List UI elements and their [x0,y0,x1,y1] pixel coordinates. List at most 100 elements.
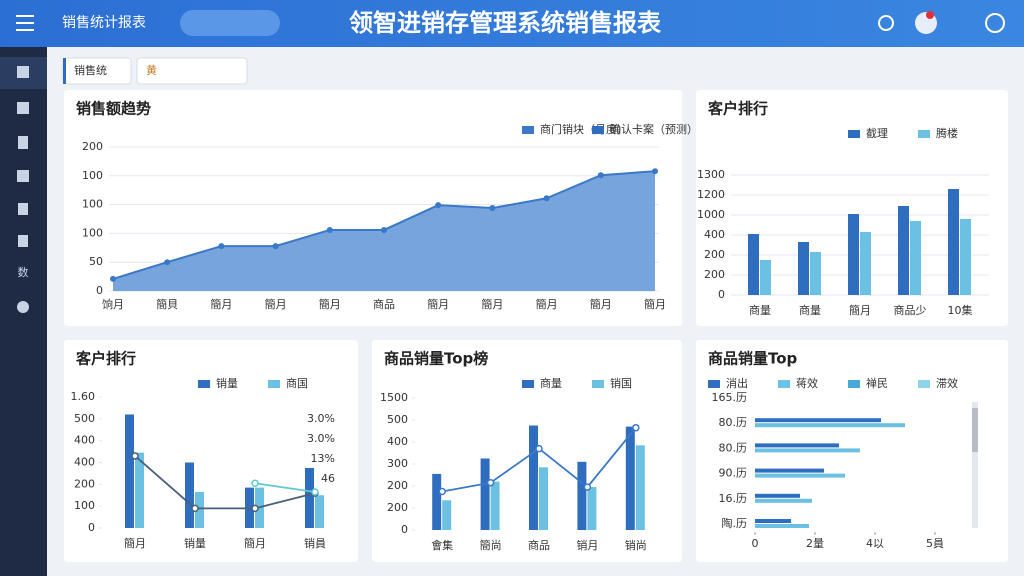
x-tick-label: 簡月 [244,536,266,550]
legend-label: 腾楼 [936,126,958,140]
bar [195,491,204,528]
x-tick-label: 商量 [749,303,771,317]
sidebar-label[interactable]: 数 [18,266,29,279]
app-title: 领智进销存管理系统销售报表 [349,9,662,37]
y-tick-label: 1000 [697,208,725,221]
annotation: 46 [321,472,335,485]
x-tick-label: 簡月 [481,297,503,311]
y-tick-label: 165.历 [712,391,748,404]
y-tick-label: 100 [82,226,103,239]
point [251,504,259,513]
point [489,205,496,212]
bar [755,524,809,528]
bar [760,260,771,295]
y-tick-label: 400 [387,435,408,448]
panel-title: 客户排行 [75,350,136,368]
legend-swatch [522,380,534,388]
x-tick-label: 簡貝 [156,297,178,311]
bar [898,206,909,295]
bar [125,414,134,528]
point [272,243,279,250]
bar [755,418,881,423]
x-tick-label: 商量 [799,303,821,317]
point [435,202,442,209]
x-tick-label: 5員 [926,537,944,550]
legend-label: 消出 [726,376,748,390]
x-tick-label: 簡月 [319,297,341,311]
y-tick-label: 80.历 [719,416,748,429]
y-tick-label: 300 [387,457,408,470]
x-tick-label: 商品 [528,538,550,552]
panel [64,340,358,562]
y-tick-label: 0 [88,521,95,534]
bar [910,221,921,295]
x-tick-label: 10集 [948,303,973,317]
panel [696,90,1008,326]
point [381,226,387,233]
line [254,482,316,493]
filter-box[interactable] [136,57,248,85]
x-tick-label: 销員 [304,536,326,550]
bar [587,487,597,530]
sidebar-icons[interactable] [17,66,29,313]
breadcrumb[interactable]: 销售统计报表 [62,15,146,31]
bar [810,252,821,295]
x-tick-label: 簡尚 [480,538,502,552]
settings-icon[interactable] [878,15,894,31]
legend-swatch [198,380,210,388]
legend-label: 销国 [610,376,632,390]
y-tick-label: 1300 [697,168,725,181]
point [652,168,658,175]
point [251,479,259,487]
bar [960,219,971,295]
legend-label: 销量 [216,376,238,390]
bar [577,461,587,530]
x-tick-label: 簡月 [644,297,666,311]
bar [860,232,871,295]
bar [480,458,490,530]
search-box[interactable] [180,10,280,36]
scroll-thumb [972,408,978,452]
point [583,483,592,491]
y-tick-label: 1.60 [71,390,96,403]
legend-swatch [592,126,604,134]
scrollbar [972,402,978,528]
panel-title: 客户排行 [707,100,768,118]
legend-swatch [918,130,930,138]
point [326,226,333,233]
x-tick-label: 簡月 [590,297,612,311]
bar [305,467,314,528]
annotation: 3.0% [307,412,335,425]
line [134,455,316,510]
legend-swatch [848,130,860,138]
panel-title: 商品销量Top [708,350,798,368]
legend-swatch [522,126,534,134]
y-tick-label: 50 [89,255,103,268]
legend-label: 截理 [866,126,888,140]
annotation: 13% [311,452,335,465]
legend-label: 滞效 [936,376,958,390]
legend-swatch [778,380,790,388]
legend-label: 商门销块（月度） [540,122,628,136]
y-tick-label: 100 [82,169,103,182]
legend-swatch [268,380,280,388]
menu-icon[interactable] [16,15,34,31]
y-tick-label: 0 [718,288,725,301]
x-tick-label: 簡月 [265,297,287,311]
y-tick-label: 500 [74,412,95,425]
help-icon[interactable] [985,13,1005,33]
y-tick-label: 200 [704,268,725,281]
y-tick-label: 200 [704,248,725,261]
point [486,478,495,487]
bar [755,468,824,473]
x-tick-label: 簡月 [124,536,146,550]
point [191,504,199,513]
y-tick-label: 1500 [380,391,408,404]
bar [755,493,800,498]
y-tick-label: 16.历 [719,492,748,505]
y-tick-label: 80.历 [719,441,748,454]
legend-swatch [708,380,720,388]
bar [539,467,548,530]
y-tick-label: 90.历 [719,467,748,480]
